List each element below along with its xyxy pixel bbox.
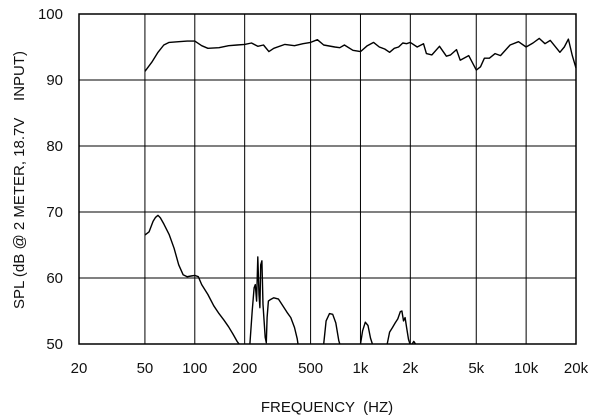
y-tick-label: 100 [38,6,63,23]
y-tick-label: 90 [46,72,63,89]
y-tick-label: 50 [46,336,63,353]
grid-lines [78,13,577,345]
noise-floor-line [386,310,411,345]
x-tick-label: 20 [71,360,88,377]
x-tick-label: 1k [353,360,369,377]
noise-floor-line [249,256,299,345]
x-tick-label: 500 [298,360,323,377]
noise-floor-line [411,340,417,345]
x-tick-labels: 20 50 100 200 500 1k 2k 5k 10k 20k [71,360,589,377]
plot-frame [78,13,577,345]
y-axis-label: SPL (dB @ 2 METER, 18.7V INPUT) [11,51,28,309]
x-tick-label: 20k [564,360,589,377]
y-tick-label: 60 [46,270,63,287]
y-tick-label: 70 [46,204,63,221]
x-tick-label: 100 [182,360,207,377]
x-tick-label: 50 [137,360,154,377]
response-curve-line [144,37,577,72]
y-tick-labels: 50 60 70 80 90 100 [38,6,63,353]
x-tick-label: 10k [514,360,539,377]
plot-series [144,37,577,345]
y-tick-label: 80 [46,138,63,155]
x-tick-label: 5k [468,360,484,377]
noise-floor-line [323,312,341,345]
noise-floor-line [359,321,374,345]
noise-floor-line [144,214,240,345]
x-tick-label: 2k [402,360,418,377]
x-tick-label: 200 [232,360,257,377]
x-axis-label: FREQUENCY (HZ) [261,399,393,416]
